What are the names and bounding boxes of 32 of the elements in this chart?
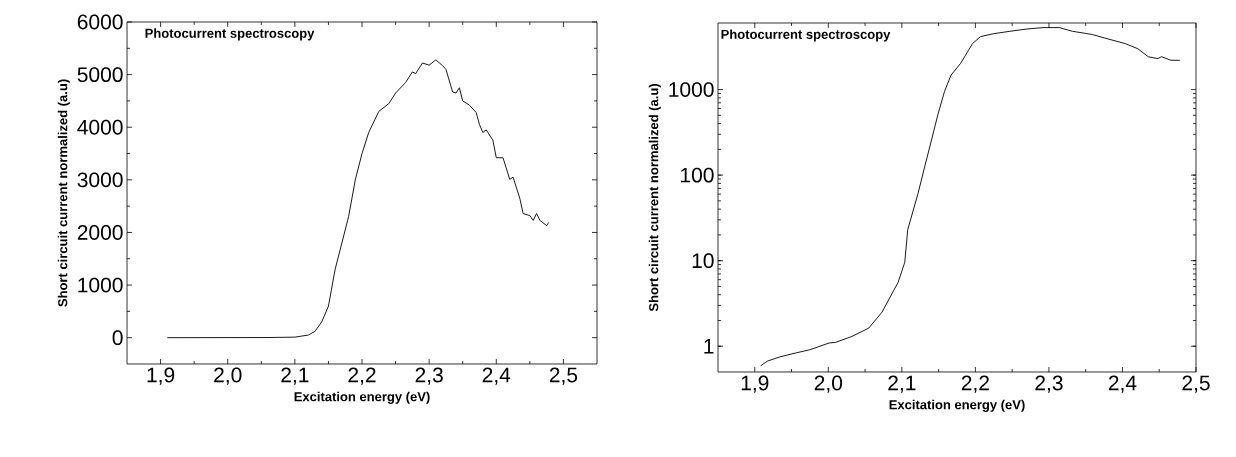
x-tick-label: 2,0 <box>214 367 242 385</box>
y-axis-title: Short circuit current normalized (a.u) <box>648 84 661 312</box>
annotation: Photocurrent spectroscopy <box>721 29 891 42</box>
y-tick-label: 1000 <box>78 277 123 293</box>
x-tick-label: 2,2 <box>348 367 376 385</box>
line-series <box>166 59 550 339</box>
y-tick-label: 10 <box>692 253 714 269</box>
x-tick-label: 1,9 <box>147 367 175 385</box>
x-tick-label: 2,5 <box>1182 375 1210 393</box>
x-tick-label: 2,2 <box>961 375 989 393</box>
y-tick-label: 5000 <box>77 67 123 83</box>
y-tick-label: 1000 <box>669 82 714 97</box>
y-tick-label: 2000 <box>77 225 123 240</box>
x-tick-label: 2,0 <box>814 375 843 393</box>
y-tick-label: 3000 <box>77 172 123 188</box>
annotation: Photocurrent spectroscopy <box>145 28 315 41</box>
y-axis-title: Short circuit current normalized (a.u) <box>57 79 70 307</box>
x-tick-label: 2,3 <box>1035 375 1063 393</box>
x-tick-label: 2,5 <box>549 367 578 385</box>
x-tick-label: 2,1 <box>888 375 916 393</box>
x-tick-label: 1,9 <box>741 375 769 393</box>
y-tick-label: 1 <box>704 339 714 354</box>
x-axis-title: Excitation energy (eV) <box>294 391 430 404</box>
y-tick-label: 0 <box>112 330 123 346</box>
x-axis-title: Excitation energy (eV) <box>889 399 1025 412</box>
x-tick-label: 2,4 <box>482 367 511 385</box>
y-tick-label: 4000 <box>77 119 123 135</box>
x-tick-label: 2,1 <box>281 367 309 385</box>
x-tick-label: 2,4 <box>1108 375 1137 393</box>
y-tick-label: 100 <box>681 167 714 183</box>
y-tick-label: 6000 <box>77 14 123 30</box>
x-tick-label: 2,3 <box>415 367 443 385</box>
